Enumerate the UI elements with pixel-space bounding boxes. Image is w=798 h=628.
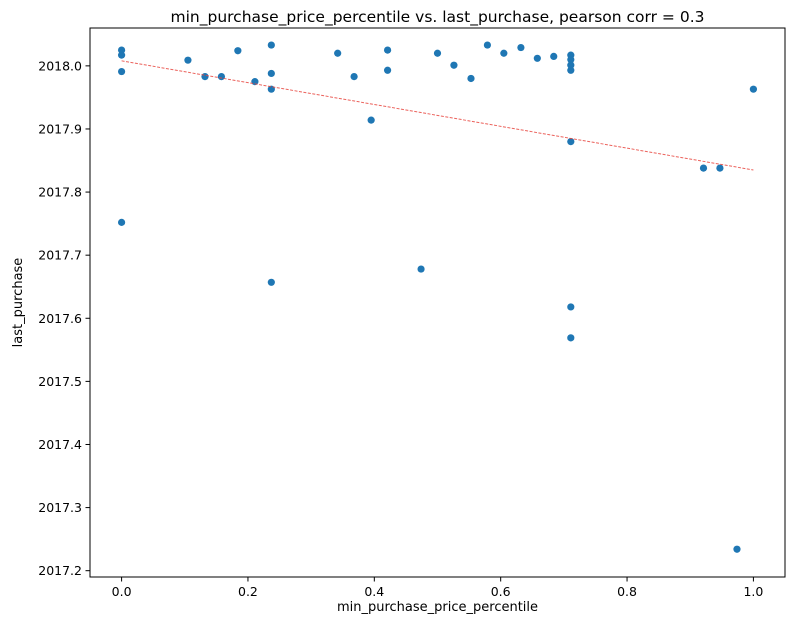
data-point [550, 52, 558, 61]
data-point [350, 72, 358, 81]
y-tick-label: 2017.6 [38, 311, 82, 326]
y-axis: 2017.2 2017.3 2017.4 2017.5 2017.6 2017.7 2017… [38, 58, 90, 578]
data-point [367, 116, 375, 124]
data-point [567, 55, 575, 64]
x-axis-label: min_purchase_price_percentile [337, 600, 538, 615]
y-tick-label: 2017.3 [38, 500, 82, 515]
data-point [117, 46, 126, 54]
chart-title: min_purchase_price_percentile vs. last_p… [171, 8, 705, 27]
data-point [567, 303, 575, 311]
data-point [201, 72, 209, 81]
data-point [217, 72, 226, 81]
x-tick-label: 1.0 [743, 584, 763, 599]
data-point [567, 334, 575, 342]
data-point [267, 278, 275, 286]
data-point [117, 67, 126, 76]
data-point [517, 43, 525, 52]
x-tick-label: 0.8 [617, 584, 637, 599]
data-point [383, 46, 392, 54]
x-tick-label: 0.4 [364, 584, 384, 599]
data-point [267, 41, 275, 49]
x-tick-label: 0.2 [238, 584, 258, 599]
points-layer [117, 41, 758, 553]
data-point [234, 47, 242, 55]
data-point [117, 51, 126, 59]
data-point [567, 137, 575, 146]
data-point [567, 66, 575, 74]
y-axis-label: last_purchase [11, 258, 26, 348]
data-point [433, 49, 442, 57]
y-tick-label: 2017.4 [38, 437, 82, 452]
data-point [567, 61, 575, 69]
data-point [500, 49, 508, 57]
trend-layer [121, 60, 754, 171]
data-point [450, 61, 458, 69]
data-point [117, 218, 126, 226]
data-point [334, 49, 342, 57]
trend-line [121, 60, 754, 171]
plot-frame [89, 27, 786, 578]
data-point [184, 56, 192, 64]
data-point [417, 265, 425, 273]
data-point [699, 164, 708, 172]
data-point [483, 41, 492, 49]
y-tick-label: 2017.5 [38, 374, 82, 389]
x-tick-label: 0.6 [491, 584, 511, 599]
data-point [467, 74, 475, 83]
y-tick-label: 2017.8 [38, 185, 82, 200]
y-tick-label: 2018.0 [38, 58, 82, 73]
y-tick-label: 2017.9 [38, 121, 82, 136]
x-tick-label: 0.0 [112, 584, 132, 599]
data-point [383, 66, 392, 74]
data-point [267, 69, 275, 78]
data-point [733, 545, 741, 553]
x-axis: 0.0 0.2 0.4 0.6 0.8 1.0 [112, 577, 763, 599]
plot-area [90, 28, 785, 577]
data-point [749, 85, 758, 93]
y-tick-label: 2017.7 [38, 248, 82, 263]
y-tick-label: 2017.2 [38, 563, 82, 578]
data-point [716, 164, 724, 172]
data-point [533, 54, 541, 62]
